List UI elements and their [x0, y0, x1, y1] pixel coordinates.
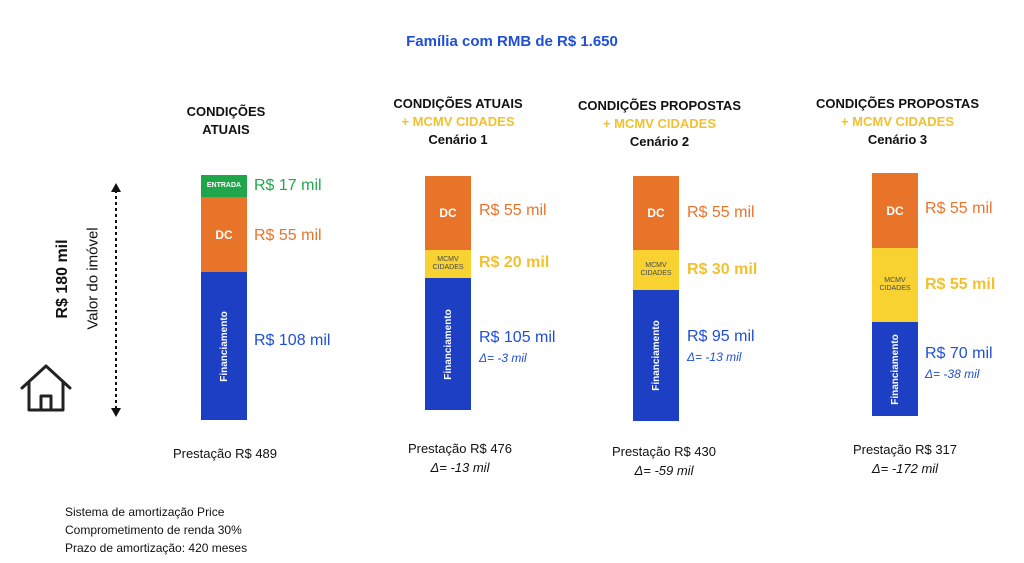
dc-segment: DC: [425, 176, 471, 250]
note-amortization-system: Sistema de amortização Price: [65, 505, 225, 519]
page-title: Família com RMB de R$ 1.650: [406, 33, 618, 50]
property-value-axis-labels: R$ 180 mil Valor do imóvel: [18, 190, 108, 350]
value-range-arrow: [111, 183, 121, 417]
financiamento-value: R$ 105 mil: [479, 329, 556, 346]
mcmv-segment: MCMV CIDADES: [633, 250, 679, 290]
prestacao-label: Prestação R$ 489: [172, 446, 278, 461]
dc-value: R$ 55 mil: [687, 204, 755, 221]
prestacao-label: Prestação R$ 476: [407, 441, 513, 456]
financiamento-value: R$ 70 mil: [925, 345, 993, 362]
scenario-3-bar: DC MCMV CIDADES Financiamento: [872, 173, 918, 416]
note-amortization-term: Prazo de amortização: 420 meses: [65, 541, 248, 555]
scenario-0-header: CONDIÇÕES ATUAIS: [186, 104, 266, 137]
dc-segment: DC: [201, 197, 247, 272]
financiamento-delta: Δ= -3 mil: [479, 351, 527, 365]
entrada-segment: ENTRADA: [201, 175, 247, 197]
scenario-1-bar: DC MCMV CIDADES Financiamento: [425, 176, 471, 410]
financiamento-segment: Financiamento: [425, 278, 471, 410]
financiamento-segment: Financiamento: [201, 272, 247, 420]
financiamento-segment: Financiamento: [872, 322, 918, 416]
dc-value: R$ 55 mil: [479, 202, 547, 219]
scenario-1-header: CONDIÇÕES ATUAIS + MCMV CIDADES Cenário …: [393, 96, 523, 147]
scenario-2-header: CONDIÇÕES PROPOSTAS + MCMV CIDADES Cenár…: [577, 98, 741, 149]
financiamento-delta: Δ= -13 mil: [687, 350, 742, 364]
financiamento-segment: Financiamento: [633, 290, 679, 421]
mcmv-value: R$ 20 mil: [479, 254, 550, 271]
entrada-value: R$ 17 mil: [254, 177, 322, 194]
mcmv-value: R$ 30 mil: [687, 261, 758, 278]
prestacao-delta: Δ= -59 mil: [634, 463, 694, 478]
dc-value: R$ 55 mil: [254, 227, 322, 244]
mcmv-segment: MCMV CIDADES: [872, 248, 918, 322]
financiamento-delta: Δ= -38 mil: [925, 367, 980, 381]
dc-segment: DC: [633, 176, 679, 250]
mcmv-segment: MCMV CIDADES: [425, 250, 471, 278]
property-value-description: Valor do imóvel: [84, 227, 102, 330]
prestacao-label: Prestação R$ 317: [852, 442, 958, 457]
financiamento-value: R$ 108 mil: [254, 332, 331, 349]
house-icon: [20, 364, 72, 412]
prestacao-delta: Δ= -13 mil: [430, 460, 490, 475]
dc-value: R$ 55 mil: [925, 200, 993, 217]
property-value-label: R$ 180 mil: [54, 239, 71, 319]
mcmv-value: R$ 55 mil: [925, 276, 996, 293]
dc-segment: DC: [872, 173, 918, 248]
prestacao-delta: Δ= -172 mil: [871, 461, 939, 476]
scenario-3-header: CONDIÇÕES PROPOSTAS + MCMV CIDADES Cenár…: [815, 96, 979, 147]
scenario-2-bar: DC MCMV CIDADES Financiamento: [633, 176, 679, 421]
prestacao-label: Prestação R$ 430: [611, 444, 717, 459]
scenario-0-bar: ENTRADA DC Financiamento: [201, 175, 247, 420]
note-income-commitment: Comprometimento de renda 30%: [65, 523, 242, 537]
assumptions-notes: Sistema de amortização Price Comprometim…: [65, 503, 247, 557]
financiamento-value: R$ 95 mil: [687, 328, 755, 345]
